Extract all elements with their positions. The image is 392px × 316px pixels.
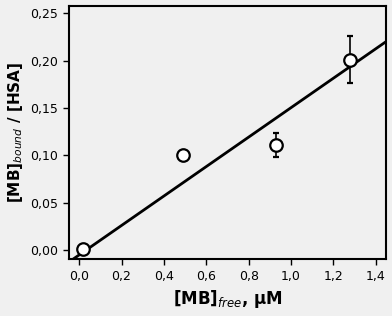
X-axis label: [MB]$_{free}$, μM: [MB]$_{free}$, μM: [172, 289, 282, 310]
Y-axis label: [MB]$_{bound}$ / [HSA]: [MB]$_{bound}$ / [HSA]: [5, 62, 25, 203]
